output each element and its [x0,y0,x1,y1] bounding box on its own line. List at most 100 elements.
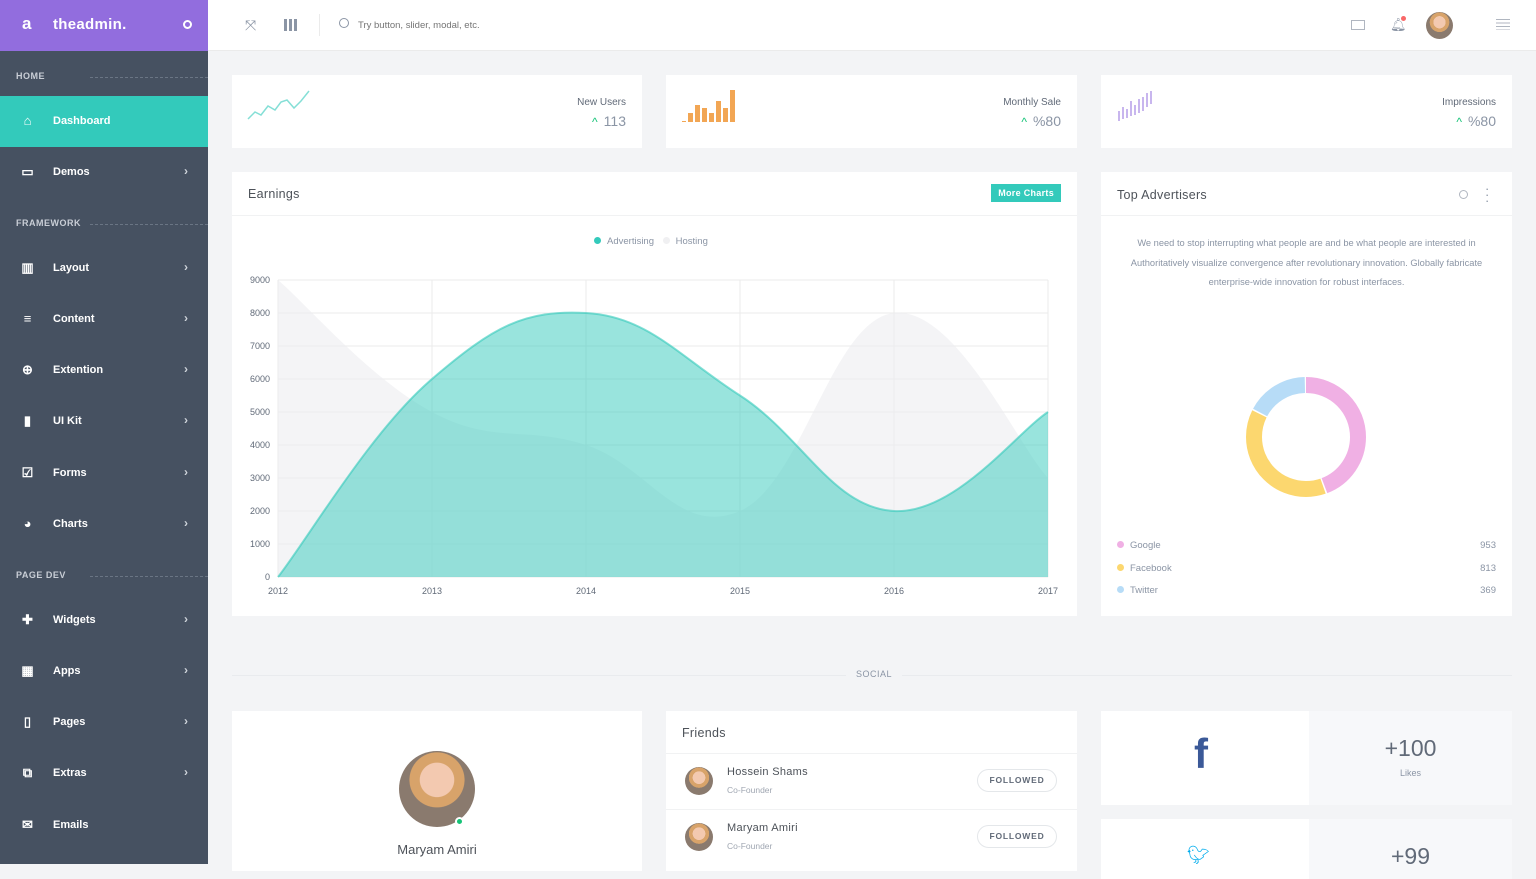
sidebar-item-extention[interactable]: ⊕ Extention › [0,345,208,396]
advertiser-row: Facebook 813 [1117,563,1496,574]
grid-icon[interactable] [284,19,297,31]
legend-swatch [1117,563,1124,571]
divider [232,215,1077,216]
sidebar-item-label: Demos [53,166,90,178]
likes-label: Likes [1399,768,1421,778]
advertiser-name: Google [1130,540,1161,551]
arrow-up-icon: ^ [592,115,598,129]
x-tick-label: 2017 [1038,586,1058,596]
chevron-right-icon: › [184,413,188,427]
donut-slice-facebook[interactable] [1246,377,1366,497]
sidebar-item-ui-kit[interactable]: ▮ UI Kit › [0,396,208,447]
logo-letter: a [22,14,32,33]
advertisers-description: We need to stop interrupting what people… [1130,238,1483,287]
advertiser-value: 369 [1480,585,1496,596]
fullscreen-icon[interactable]: ⤧ [245,17,257,33]
x-tick-label: 2016 [884,586,904,596]
friend-name[interactable]: Maryam Amiri [727,822,798,834]
sidebar-item-label: Extras [53,767,87,779]
y-tick-label: 4000 [250,440,270,450]
sidebar-item-emails[interactable]: ✉ Emails [0,800,208,851]
notification-dot [1401,16,1406,21]
chevron-right-icon: › [184,714,188,728]
sidebar: a theadmin. HOME FRAMEWORK PAGE DEV ⌂ Das… [0,0,208,864]
profile-name[interactable]: Maryam Amiri [397,842,477,857]
sidebar-item-label: Dashboard [53,115,111,127]
more-charts-button[interactable]: More Charts [991,184,1061,202]
sidebar-item-demos[interactable]: ▭ Demos › [0,147,208,198]
y-tick-label: 1000 [250,539,270,549]
stat-title: New Users [577,97,626,108]
stat-value: ^ %80 [1021,113,1061,129]
sidebar-item-layout[interactable]: ▥ Layout › [0,243,208,294]
likes-count: +100 [1384,735,1437,761]
profile-avatar[interactable] [399,751,475,827]
friend-name[interactable]: Hossein Shams [727,766,808,778]
stat-value: ^ %80 [1456,113,1496,129]
reload-icon[interactable] [1459,190,1468,199]
legend-swatch [662,237,670,244]
x-tick-label: 2013 [422,586,442,596]
friend-avatar [685,823,713,851]
legend-advertising[interactable]: Advertising [594,236,654,247]
advertising-line [277,311,1049,578]
sidebar-item-dashboard[interactable]: ⌂ Dashboard [0,96,208,147]
monthly-sale-bars [682,90,735,122]
stat-value: ^ 113 [592,113,626,129]
sidebar-toggle-icon[interactable] [183,20,192,29]
mail-icon[interactable] [1351,20,1365,30]
sidebar-item-content[interactable]: ≡ Content › [0,294,208,345]
copy-icon: ⧉ [22,765,33,780]
search-icon [339,18,349,28]
chevron-right-icon: › [184,311,188,325]
more-options-icon[interactable]: · · · [1485,181,1490,208]
home-icon: ⌂ [23,113,32,128]
donut-slice-google[interactable] [1246,377,1366,497]
plus-circle-icon: ⊕ [22,362,33,377]
y-tick-label: 6000 [250,374,270,384]
card-title: Earnings [248,187,300,201]
sidebar-item-pages[interactable]: ▯ Pages › [0,697,208,748]
section-page-dev: PAGE DEV [16,570,208,580]
topbar: ⤧ 🔔︎ [208,0,1536,51]
followed-button[interactable]: FOLLOWED [977,769,1057,792]
chevron-right-icon: › [184,164,188,178]
page-icon: ▯ [23,714,32,729]
stat-card-impressions: Impressions ^ %80 [1101,75,1512,148]
sidebar-item-forms[interactable]: ☑ Forms › [0,448,208,499]
sidebar-item-extras[interactable]: ⧉ Extras › [0,748,208,799]
stat-title: Impressions [1442,97,1496,108]
sidebar-item-label: Emails [53,819,89,831]
legend-swatch [594,237,601,244]
section-framework: FRAMEWORK [16,218,208,228]
y-tick-label: 7000 [250,341,270,351]
menu-icon[interactable] [1496,19,1510,30]
friend-item[interactable]: Hossein Shams Co-Founder FOLLOWED [666,754,1077,809]
y-tick-label: 3000 [250,473,270,483]
card-title: Top Advertisers [1117,188,1207,202]
followed-button[interactable]: FOLLOWED [977,825,1057,848]
chevron-right-icon: › [184,465,188,479]
facebook-icon[interactable]: f [1194,730,1208,777]
ui-kit-icon: ▮ [23,413,32,428]
user-avatar[interactable] [1426,12,1453,39]
y-tick-label: 9000 [250,275,270,285]
section-divider-label: SOCIAL [846,669,903,679]
y-tick-label: 5000 [250,407,270,417]
y-tick-label: 8000 [250,308,270,318]
sidebar-item-apps[interactable]: ▦ Apps › [0,646,208,697]
brand-logo[interactable]: a theadmin. [0,0,208,51]
twitter-icon[interactable]: 🐦︎ [1187,845,1210,865]
sidebar-item-label: Extention [53,364,104,376]
legend-hosting[interactable]: Hosting [662,236,708,247]
sidebar-item-widgets[interactable]: ✚ Widgets › [0,595,208,646]
arrow-up-icon: ^ [1021,115,1027,129]
monitor-icon: ▭ [21,164,34,179]
friend-item[interactable]: Maryam Amiri Co-Founder FOLLOWED [666,810,1077,865]
stat-title: Monthly Sale [1003,97,1061,108]
facebook-card: f +100 Likes [1101,711,1512,805]
sidebar-item-charts[interactable]: ◕ Charts › [0,499,208,550]
search-input[interactable] [358,15,658,35]
friend-role: Co-Founder [727,841,773,851]
advertiser-value: 953 [1480,540,1496,551]
